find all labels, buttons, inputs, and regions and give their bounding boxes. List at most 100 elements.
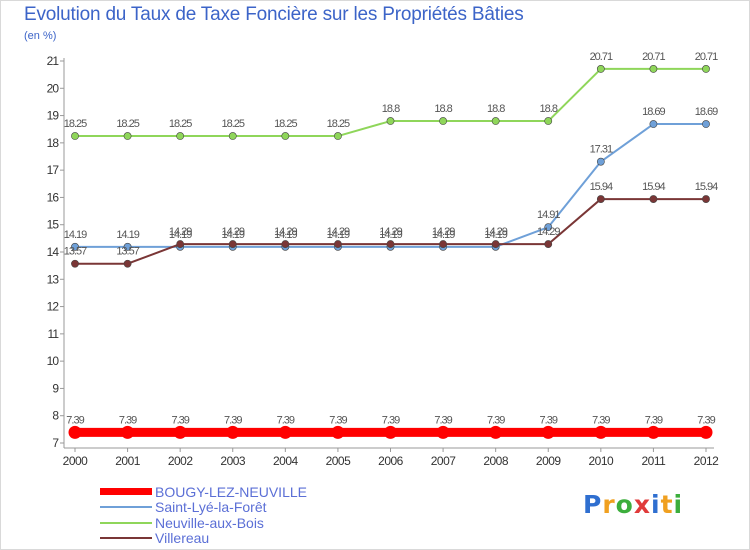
data-label: 15.94 <box>642 181 665 193</box>
data-label: 18.25 <box>221 118 244 130</box>
data-point <box>71 132 79 140</box>
data-label: 20.71 <box>590 51 613 63</box>
y-tick-label: 13 <box>47 272 60 286</box>
x-tick-label: 2005 <box>326 454 352 468</box>
data-label: 7.39 <box>382 414 400 426</box>
logo-letter: P <box>583 490 603 519</box>
legend-label-neuville: Neuville-aux-Bois <box>155 515 264 531</box>
y-tick-label: 17 <box>47 163 60 177</box>
data-point <box>386 240 395 248</box>
data-point <box>489 425 503 439</box>
x-tick-label: 2010 <box>588 454 614 468</box>
legend-label-saint-lye: Saint-Lyé-la-Forêt <box>155 499 267 515</box>
legend-swatch-villereau <box>100 537 152 539</box>
chart-subtitle: (en %) <box>24 30 57 42</box>
data-label: 18.25 <box>169 118 192 130</box>
data-label: 18.69 <box>695 106 718 118</box>
data-label: 14.19 <box>484 229 507 241</box>
y-tick-label: 14 <box>47 245 60 259</box>
y-tick-label: 20 <box>47 81 60 95</box>
legend-label-villereau: Villereau <box>155 530 210 546</box>
data-label: 18.25 <box>274 118 297 130</box>
data-label: 14.29 <box>169 226 192 238</box>
data-label: 18.69 <box>642 106 665 118</box>
data-label: 14.19 <box>116 229 139 241</box>
data-point <box>384 425 397 439</box>
data-label: 15.94 <box>695 181 718 193</box>
data-label: 7.39 <box>224 414 242 426</box>
y-tick-label: 21 <box>47 54 60 68</box>
y-tick-label: 7 <box>52 436 59 450</box>
proxiti-logo: Proxiti <box>583 490 683 519</box>
data-label: 13.57 <box>64 246 87 258</box>
legend-label-bougy: BOUGY-LEZ-NEUVILLE <box>155 484 307 500</box>
data-label: 7.39 <box>171 414 189 426</box>
data-label: 20.71 <box>642 51 665 63</box>
y-tick-label: 11 <box>48 327 60 341</box>
data-label: 7.39 <box>66 414 84 426</box>
data-point <box>702 195 710 203</box>
data-label: 18.8 <box>487 103 505 115</box>
data-label: 18.25 <box>116 118 139 130</box>
data-label: 14.29 <box>327 226 350 238</box>
data-label: 18.8 <box>382 103 400 115</box>
data-label: 13.57 <box>116 246 139 258</box>
x-tick-label: 2012 <box>694 454 720 468</box>
data-point <box>436 425 450 439</box>
y-tick-label: 18 <box>47 136 60 150</box>
data-point <box>228 240 237 248</box>
y-tick-label: 16 <box>47 190 60 204</box>
x-tick-label: 2006 <box>378 454 404 468</box>
data-point <box>702 65 710 73</box>
data-point <box>491 240 500 248</box>
data-label: 14.19 <box>64 229 87 241</box>
data-point <box>544 240 553 248</box>
x-tick-label: 2008 <box>483 454 509 468</box>
legend-swatch-neuville <box>100 522 152 524</box>
data-label: 14.19 <box>379 229 402 241</box>
data-point <box>491 117 500 125</box>
x-tick-label: 2002 <box>168 454 194 468</box>
y-tick-label: 9 <box>52 381 59 395</box>
data-point <box>596 65 605 73</box>
chart-title: Evolution du Taux de Taxe Foncière sur l… <box>24 4 524 25</box>
data-label: 14.29 <box>484 226 507 238</box>
data-point <box>281 240 290 248</box>
data-point <box>439 117 447 125</box>
data-label: 18.25 <box>327 118 350 130</box>
data-label: 7.39 <box>645 414 663 426</box>
data-label: 18.25 <box>64 118 87 130</box>
data-point <box>123 259 132 268</box>
logo-letter: r <box>602 490 616 519</box>
data-label: 7.39 <box>434 414 452 426</box>
data-point <box>594 425 608 439</box>
data-label: 7.39 <box>277 414 295 426</box>
x-tick-label: 2000 <box>63 454 89 468</box>
data-label: 7.39 <box>119 414 137 426</box>
data-point <box>68 425 82 439</box>
data-label: 7.39 <box>487 414 505 426</box>
data-point <box>281 132 290 140</box>
data-point <box>596 157 605 166</box>
x-tick-label: 2004 <box>273 454 299 468</box>
data-label: 14.19 <box>274 229 297 241</box>
data-point <box>176 132 185 140</box>
data-point <box>71 242 79 251</box>
data-label: 14.29 <box>537 226 560 238</box>
data-label: 17.31 <box>590 144 613 156</box>
data-point <box>121 425 135 439</box>
data-label: 15.94 <box>590 181 613 193</box>
logo-letter: o <box>615 490 634 519</box>
data-label: 14.19 <box>221 229 244 241</box>
data-label: 14.29 <box>274 226 297 238</box>
data-point <box>176 240 185 248</box>
data-point <box>649 120 658 128</box>
data-point <box>699 425 713 439</box>
data-label: 14.19 <box>432 229 455 241</box>
legend-swatch-saint-lye <box>100 506 152 508</box>
data-label: 14.29 <box>432 226 455 238</box>
logo-letter: i <box>673 490 684 519</box>
data-label: 7.39 <box>540 414 558 426</box>
